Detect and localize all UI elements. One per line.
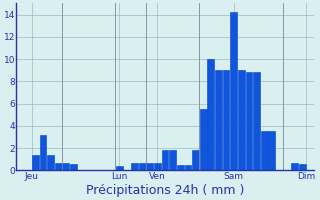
- Bar: [253, 72, 260, 170]
- Bar: [70, 164, 77, 170]
- Bar: [32, 155, 39, 170]
- Bar: [162, 150, 169, 170]
- Bar: [200, 109, 207, 170]
- Bar: [230, 12, 237, 170]
- Bar: [268, 131, 275, 170]
- Bar: [223, 70, 229, 170]
- Bar: [261, 131, 268, 170]
- Bar: [116, 166, 123, 170]
- Bar: [131, 163, 138, 170]
- Bar: [299, 164, 306, 170]
- Bar: [245, 72, 252, 170]
- Bar: [207, 59, 214, 170]
- Bar: [55, 163, 62, 170]
- Bar: [192, 150, 199, 170]
- Bar: [146, 163, 153, 170]
- Bar: [238, 70, 245, 170]
- Bar: [185, 165, 191, 170]
- Bar: [169, 150, 176, 170]
- Bar: [47, 155, 54, 170]
- Bar: [177, 165, 184, 170]
- Bar: [139, 163, 146, 170]
- Bar: [154, 163, 161, 170]
- Bar: [62, 163, 69, 170]
- X-axis label: Précipitations 24h ( mm ): Précipitations 24h ( mm ): [86, 184, 244, 197]
- Bar: [291, 163, 298, 170]
- Bar: [40, 135, 46, 170]
- Bar: [215, 70, 222, 170]
